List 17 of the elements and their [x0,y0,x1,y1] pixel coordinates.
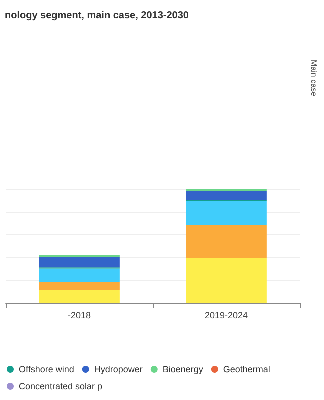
legend-label: Hydropower [94,364,143,374]
bar [186,202,267,226]
bar [186,191,267,200]
x-tick-label: -2018 [68,310,92,320]
bar [39,257,120,268]
x-tick-label: 2019-2024 [204,310,248,320]
bar [39,282,120,290]
legend-label: Geothermal [223,364,270,374]
chart-title: nology segment, main case, 2013-2030 [5,10,190,22]
bar [39,290,120,303]
text: Main case [310,60,318,98]
bar [186,258,267,303]
bar [186,225,267,259]
legend-label: Concentrated solar p [19,382,103,392]
bar [39,268,120,282]
legend-label: Bioenergy [162,364,204,374]
legend-label: Offshore wind [19,364,74,374]
